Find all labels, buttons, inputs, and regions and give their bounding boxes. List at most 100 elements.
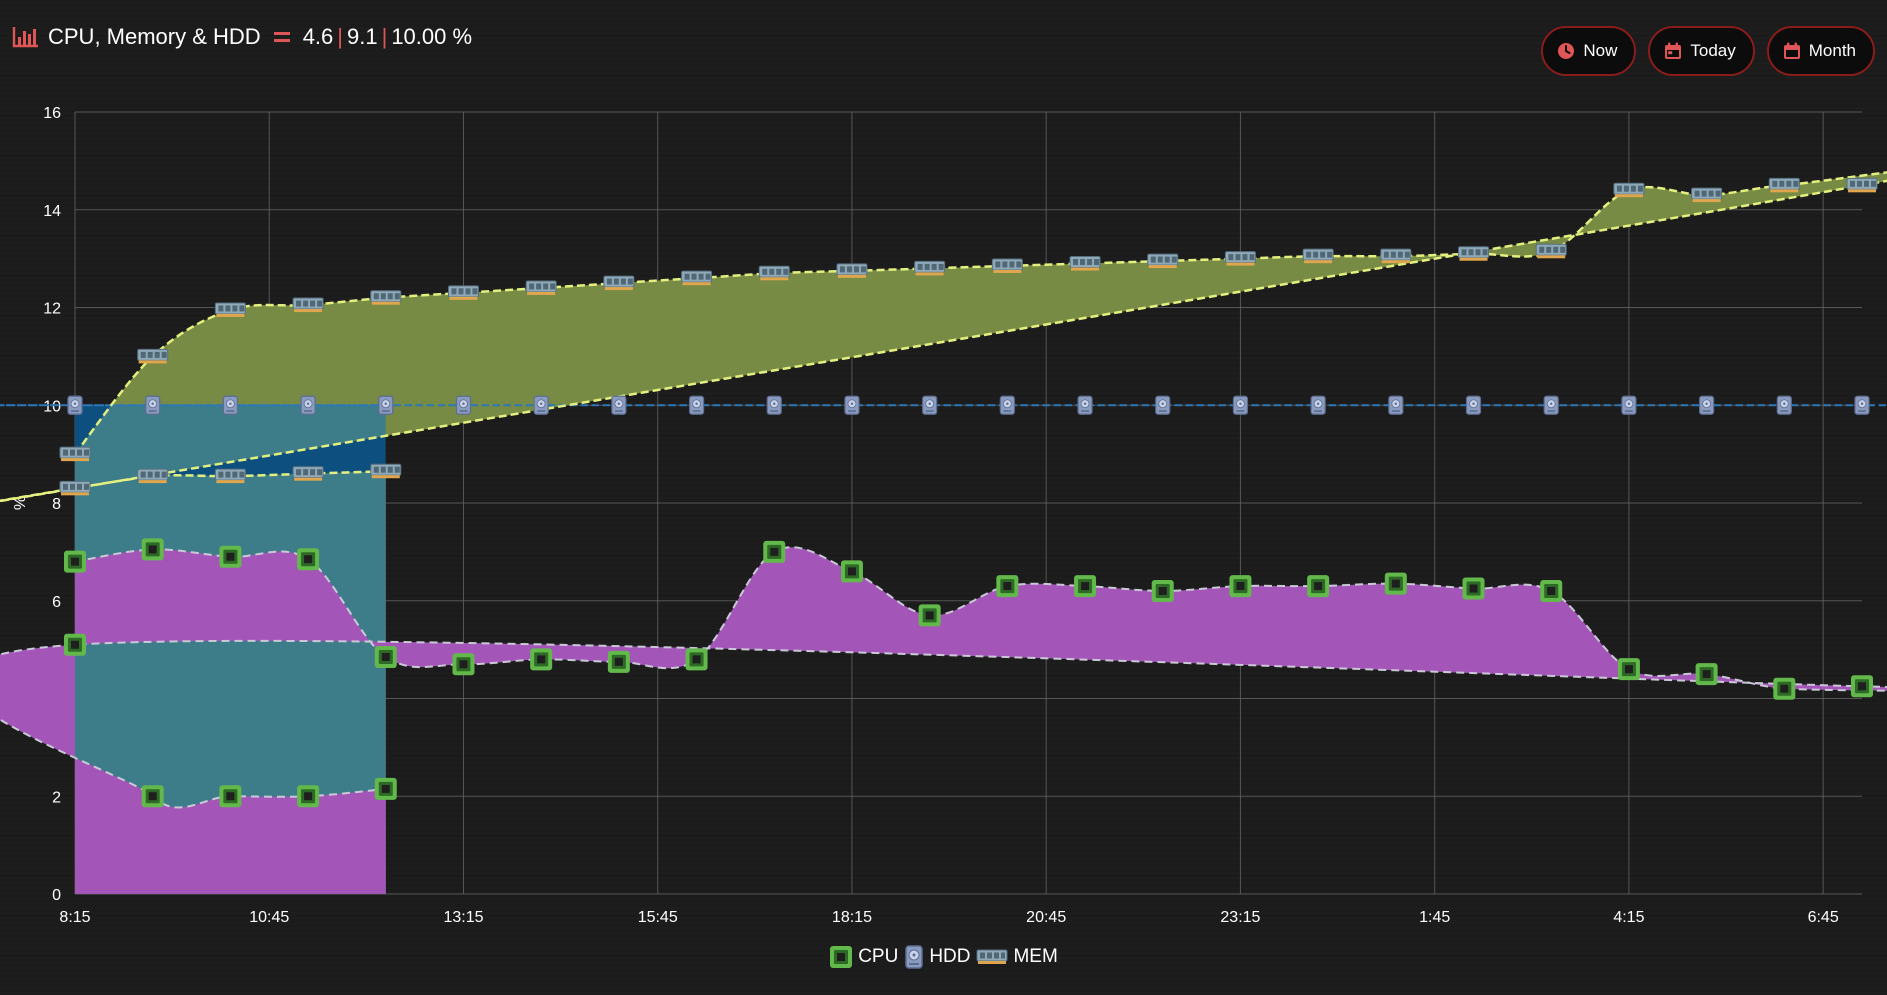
cpu-point[interactable]	[64, 550, 86, 573]
cpu-point[interactable]	[1851, 675, 1873, 698]
x-tick-label: 8:15	[59, 909, 90, 926]
today-button-label: Today	[1690, 41, 1736, 60]
now-button[interactable]: Now	[1541, 26, 1637, 76]
legend-item-cpu[interactable]: CPU	[829, 945, 898, 969]
mem-point[interactable]	[1768, 177, 1800, 193]
mem-point[interactable]	[137, 468, 169, 484]
hdd-point[interactable]	[766, 395, 782, 415]
mem-point[interactable]	[758, 265, 790, 281]
hdd-point[interactable]	[300, 395, 316, 415]
mem-point[interactable]	[1613, 182, 1645, 198]
mem-point[interactable]	[292, 297, 324, 313]
hdd-point[interactable]	[1854, 395, 1870, 415]
mem-current-value: 9.1	[347, 24, 378, 49]
cpu-point[interactable]	[1384, 572, 1407, 595]
hdd-point[interactable]	[378, 395, 394, 415]
chart-header: CPU, Memory & HDD 4.6 | 9.1 | 10.00 %	[12, 20, 472, 54]
mem-point[interactable]	[292, 466, 324, 481]
cpu-point[interactable]	[1151, 579, 1174, 602]
cpu-point[interactable]	[374, 777, 397, 800]
cpu-point[interactable]	[1462, 577, 1485, 600]
hdd-point[interactable]	[999, 395, 1015, 415]
cpu-point[interactable]	[141, 538, 164, 561]
hdd-point[interactable]	[844, 395, 860, 415]
mem-point[interactable]	[59, 480, 91, 496]
hdd-point[interactable]	[455, 395, 472, 415]
hdd-point[interactable]	[145, 395, 161, 415]
cpu-point[interactable]	[1540, 579, 1563, 602]
mem-area	[0, 172, 1887, 894]
cpu-point[interactable]	[607, 650, 630, 673]
cpu-point[interactable]	[297, 548, 320, 571]
x-tick-label: 4:15	[1613, 909, 1644, 926]
cpu-point[interactable]	[374, 645, 397, 668]
mem-point[interactable]	[1147, 253, 1179, 269]
hdd-point[interactable]	[1232, 395, 1249, 415]
mem-point[interactable]	[1302, 248, 1334, 264]
cpu-point[interactable]	[64, 633, 86, 656]
hdd-point[interactable]	[1699, 395, 1715, 415]
hdd-point[interactable]	[1776, 395, 1792, 415]
legend-label-mem: MEM	[1013, 946, 1058, 967]
cpu-point[interactable]	[1695, 663, 1718, 686]
today-button[interactable]: Today	[1648, 26, 1755, 76]
cpu-point[interactable]	[918, 604, 941, 627]
mem-point[interactable]	[1846, 177, 1878, 193]
hdd-point[interactable]	[67, 395, 83, 415]
cpu-point[interactable]	[141, 785, 164, 808]
mem-point[interactable]	[525, 280, 557, 295]
hdd-point[interactable]	[1465, 395, 1482, 415]
cpu-point[interactable]	[530, 648, 553, 671]
mem-point[interactable]	[991, 258, 1023, 273]
cpu-point[interactable]	[763, 540, 786, 563]
x-tick-label: 18:15	[832, 909, 872, 926]
cpu-point[interactable]	[219, 545, 242, 568]
mem-point[interactable]	[1224, 251, 1256, 266]
cpu-point[interactable]	[452, 653, 475, 676]
mem-point[interactable]	[370, 463, 402, 479]
hdd-point[interactable]	[1388, 395, 1404, 415]
hdd-point[interactable]	[611, 395, 627, 415]
month-button[interactable]: Month	[1766, 26, 1875, 76]
cpu-point[interactable]	[1307, 575, 1330, 598]
chart-legend: CPU HDD MEM	[0, 945, 1887, 969]
cpu-point[interactable]	[1773, 677, 1796, 700]
hdd-point[interactable]	[1543, 395, 1559, 415]
mem-point[interactable]	[137, 348, 169, 364]
cpu-point[interactable]	[1229, 575, 1252, 598]
hdd-point[interactable]	[222, 395, 238, 415]
hdd-point[interactable]	[922, 395, 938, 415]
cpu-point[interactable]	[219, 785, 242, 808]
cpu-point[interactable]	[1074, 575, 1097, 598]
mem-point[interactable]	[1458, 246, 1490, 261]
mem-point[interactable]	[1380, 248, 1412, 264]
cpu-point[interactable]	[1617, 658, 1640, 681]
mem-point[interactable]	[914, 260, 946, 276]
cpu-point[interactable]	[297, 785, 320, 808]
mem-point[interactable]	[59, 446, 91, 462]
x-tick-label: 1:45	[1419, 909, 1450, 926]
mem-point[interactable]	[447, 285, 479, 300]
mem-point[interactable]	[1069, 256, 1101, 271]
mem-point[interactable]	[214, 468, 246, 484]
mem-point[interactable]	[1535, 243, 1567, 259]
legend-item-mem[interactable]: MEM	[976, 946, 1058, 968]
mem-point[interactable]	[1691, 187, 1723, 203]
hdd-point[interactable]	[1621, 395, 1637, 415]
hdd-point[interactable]	[1310, 395, 1326, 415]
hdd-point[interactable]	[533, 395, 549, 415]
mem-point[interactable]	[370, 290, 402, 305]
cpu-point[interactable]	[840, 560, 863, 583]
hdd-point[interactable]	[1155, 395, 1171, 415]
mem-point[interactable]	[681, 270, 713, 286]
hdd-point[interactable]	[688, 395, 705, 415]
hdd-point[interactable]	[1077, 395, 1093, 415]
y-tick-label: 6	[52, 594, 61, 611]
cpu-point[interactable]	[685, 648, 708, 671]
mem-point[interactable]	[214, 302, 246, 317]
mem-point[interactable]	[603, 275, 635, 291]
mem-point[interactable]	[836, 263, 868, 278]
legend-item-hdd[interactable]: HDD	[904, 945, 970, 969]
cpu-point[interactable]	[996, 575, 1019, 598]
